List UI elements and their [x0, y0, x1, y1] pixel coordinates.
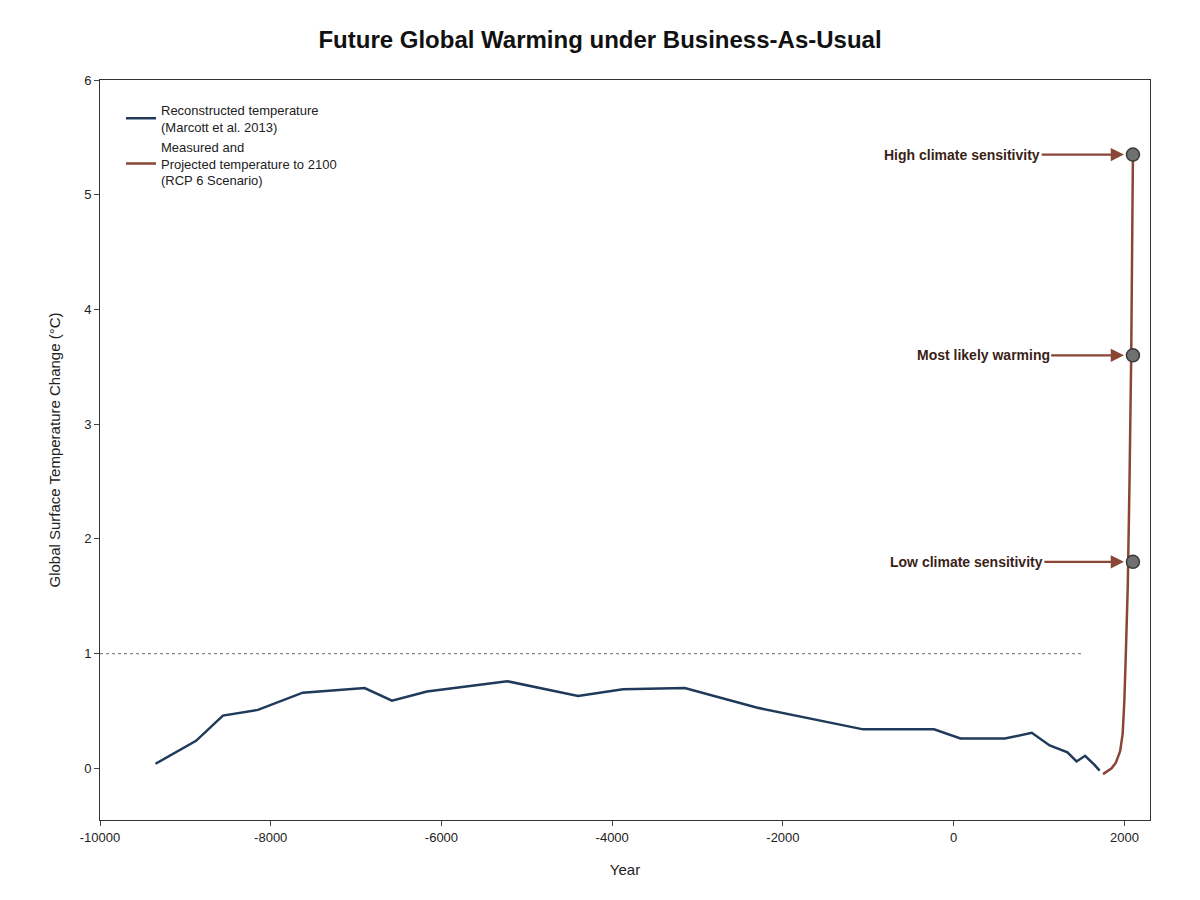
- svg-text:Reconstructed temperature(Marc: Reconstructed temperature(Marcott et al.…: [161, 103, 319, 135]
- svg-text:Future Global Warming under Bu: Future Global Warming under Business-As-…: [318, 26, 881, 53]
- svg-text:2000: 2000: [1110, 830, 1139, 845]
- svg-text:Year: Year: [610, 861, 640, 878]
- svg-text:3: 3: [84, 417, 91, 432]
- svg-text:-2000: -2000: [766, 830, 799, 845]
- svg-text:4: 4: [84, 302, 91, 317]
- svg-text:5: 5: [84, 187, 91, 202]
- svg-text:0: 0: [950, 830, 957, 845]
- svg-text:-10000: -10000: [80, 830, 120, 845]
- svg-text:-6000: -6000: [425, 830, 458, 845]
- svg-text:Global Surface Temperature Cha: Global Surface Temperature Change (°C): [46, 312, 63, 587]
- svg-text:Measured andProjected temperat: Measured andProjected temperature to 210…: [161, 140, 337, 189]
- svg-text:0: 0: [84, 761, 91, 776]
- svg-text:1: 1: [84, 646, 91, 661]
- svg-text:6: 6: [84, 73, 91, 88]
- svg-text:-4000: -4000: [596, 830, 629, 845]
- svg-text:High climate sensitivity: High climate sensitivity: [884, 147, 1040, 163]
- svg-text:-8000: -8000: [254, 830, 287, 845]
- svg-text:Low climate sensitivity: Low climate sensitivity: [890, 554, 1043, 570]
- svg-text:2: 2: [84, 531, 91, 546]
- svg-text:Most likely warming: Most likely warming: [917, 347, 1050, 363]
